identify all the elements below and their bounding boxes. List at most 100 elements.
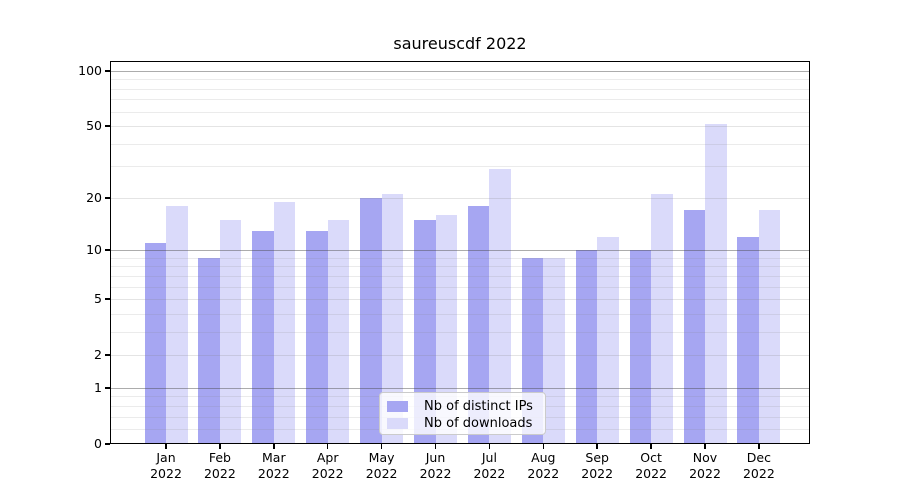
x-tick-label-jul: Jul 2022	[457, 450, 521, 482]
x-tick-mark-sep	[596, 444, 598, 449]
legend-item-distinct-ips: Nb of distinct IPs	[387, 398, 537, 415]
legend-swatch-downloads	[387, 418, 408, 429]
y-tick-label-5: 5	[94, 291, 102, 307]
x-tick-label-apr: Apr 2022	[296, 450, 360, 482]
y-tick-label-10: 10	[86, 242, 102, 258]
x-tick-month: Sep	[585, 450, 609, 465]
y-tick-label-100: 100	[78, 62, 102, 78]
x-tick-mark-aug	[542, 444, 545, 449]
x-tick-year: 2022	[635, 466, 667, 481]
x-tick-month: Jul	[481, 450, 497, 465]
bar-distinct-ips-apr	[306, 230, 328, 444]
x-tick-label-feb: Feb 2022	[188, 450, 252, 482]
bar-downloads-nov	[705, 124, 727, 444]
gridline-100	[110, 70, 810, 72]
bar-distinct-ips-oct	[629, 250, 652, 444]
gridline-minor	[110, 275, 810, 277]
y-tick-label-0: 0	[94, 436, 102, 451]
gridline-1	[110, 387, 810, 389]
y-tick-mark-0	[105, 443, 110, 445]
x-tick-mark-feb	[219, 444, 221, 449]
x-tick-month: Apr	[316, 450, 339, 465]
x-tick-month: Aug	[531, 450, 556, 465]
y-tick-mark-1	[105, 387, 110, 389]
gridline-minor	[110, 79, 810, 81]
bar-distinct-ips-dec	[737, 236, 759, 444]
bar-distinct-ips-jun	[414, 219, 436, 444]
legend-swatch-distinct-ips	[387, 401, 408, 412]
bar-downloads-oct	[651, 194, 673, 444]
x-tick-year: 2022	[257, 466, 290, 481]
bar-distinct-ips-jul	[467, 205, 490, 444]
bar-downloads-feb	[219, 219, 242, 444]
bar-downloads-dec	[758, 210, 781, 444]
x-tick-month: Feb	[208, 450, 231, 465]
gridline-minor	[110, 143, 810, 145]
x-tick-mark-may	[380, 444, 383, 449]
gridline-50	[110, 126, 810, 128]
gridline-minor	[110, 286, 810, 288]
y-tick-label-1: 1	[94, 379, 102, 395]
x-tick-mark-jul	[488, 444, 491, 449]
bar-downloads-mar	[273, 201, 296, 444]
x-tick-year: 2022	[311, 466, 344, 481]
y-tick-label-2: 2	[94, 347, 102, 363]
x-tick-label-oct: Oct 2022	[619, 450, 683, 482]
gridline-minor	[110, 266, 810, 268]
x-tick-mark-dec	[758, 444, 760, 449]
y-tick-mark-100	[105, 70, 110, 72]
x-tick-label-jan: Jan 2022	[134, 450, 198, 482]
x-tick-year: 2022	[203, 466, 236, 481]
bar-distinct-ips-may	[360, 197, 382, 444]
x-tick-mark-jan	[165, 444, 167, 449]
x-tick-year: 2022	[581, 466, 614, 481]
x-tick-label-jun: Jun 2022	[404, 450, 468, 482]
y-tick-mark-50	[105, 125, 110, 127]
gridline-minor	[110, 313, 810, 315]
x-tick-year: 2022	[150, 466, 182, 481]
gridline-minor	[110, 257, 810, 259]
x-tick-year: 2022	[419, 466, 452, 481]
x-tick-mark-nov	[704, 444, 706, 449]
y-tick-mark-10	[105, 249, 110, 251]
x-tick-month: Nov	[692, 450, 718, 465]
legend-item-downloads: Nb of downloads	[387, 415, 537, 432]
x-tick-label-aug: Aug 2022	[511, 450, 575, 482]
gridline-minor	[110, 331, 810, 333]
x-tick-year: 2022	[365, 466, 398, 481]
bar-downloads-aug	[543, 257, 565, 444]
gridline-minor	[110, 88, 810, 90]
gridline-5	[110, 299, 810, 301]
legend: Nb of distinct IPs Nb of downloads	[379, 392, 546, 435]
x-tick-mark-oct	[650, 444, 652, 449]
x-tick-month: Jan	[156, 450, 176, 465]
x-tick-month: May	[368, 450, 395, 465]
x-tick-mark-jun	[434, 444, 437, 449]
bar-distinct-ips-feb	[198, 257, 220, 444]
bar-distinct-ips-mar	[252, 230, 274, 444]
bar-downloads-sep	[597, 236, 619, 444]
gridline-minor	[110, 111, 810, 113]
x-tick-month: Oct	[640, 450, 662, 465]
gridline-2	[110, 355, 810, 357]
x-tick-label-nov: Nov 2022	[673, 450, 737, 482]
x-tick-year: 2022	[473, 466, 506, 481]
bar-distinct-ips-sep	[575, 250, 598, 444]
bar-downloads-jun	[435, 214, 457, 444]
y-tick-label-20: 20	[86, 189, 102, 205]
x-tick-month: Dec	[746, 450, 771, 465]
x-tick-mark-mar	[273, 444, 275, 449]
x-tick-label-dec: Dec 2022	[727, 450, 791, 482]
bar-distinct-ips-jan	[144, 243, 166, 444]
gridline-minor	[110, 99, 810, 101]
legend-label-distinct-ips: Nb of distinct IPs	[424, 399, 533, 414]
x-tick-label-may: May 2022	[350, 450, 414, 482]
x-tick-month: Mar	[262, 450, 286, 465]
x-tick-mark-apr	[326, 444, 329, 449]
bar-downloads-jan	[166, 205, 188, 444]
bar-downloads-apr	[327, 219, 350, 444]
y-tick-mark-5	[105, 298, 110, 300]
gridline-10	[110, 250, 810, 252]
y-tick-mark-20	[105, 197, 110, 199]
